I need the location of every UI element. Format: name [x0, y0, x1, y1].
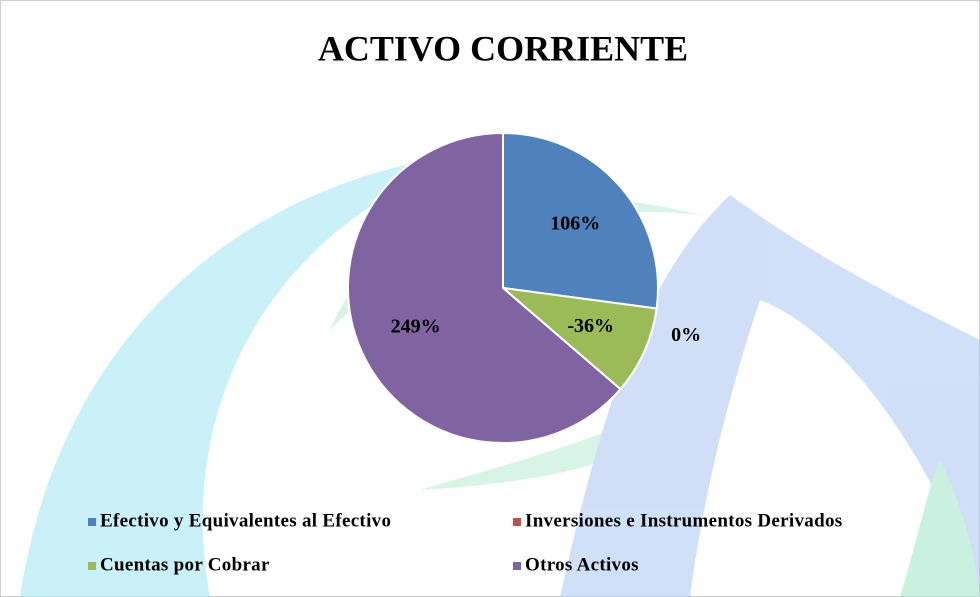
data-label: 0% [671, 324, 701, 346]
legend-marker [513, 562, 521, 570]
legend-label: Inversiones e Instrumentos Derivados [525, 510, 842, 531]
data-label: 106% [550, 212, 600, 234]
legend-marker [88, 562, 96, 570]
page: ACTIVO CORRIENTE 106% 0% -36% 249% Efectivo … [0, 0, 980, 597]
chart-title: ACTIVO CORRIENTE [318, 28, 688, 68]
legend-marker [513, 518, 521, 526]
legend-marker [88, 518, 96, 526]
data-label: 249% [391, 316, 441, 338]
legend-label: Otros Activos [525, 554, 639, 575]
chart: ACTIVO CORRIENTE 106% 0% -36% 249% Efectivo … [0, 0, 980, 597]
legend-label: Efectivo y Equivalentes al Efectivo [100, 510, 391, 531]
data-label: -36% [567, 315, 614, 337]
legend-label: Cuentas por Cobrar [100, 554, 270, 575]
